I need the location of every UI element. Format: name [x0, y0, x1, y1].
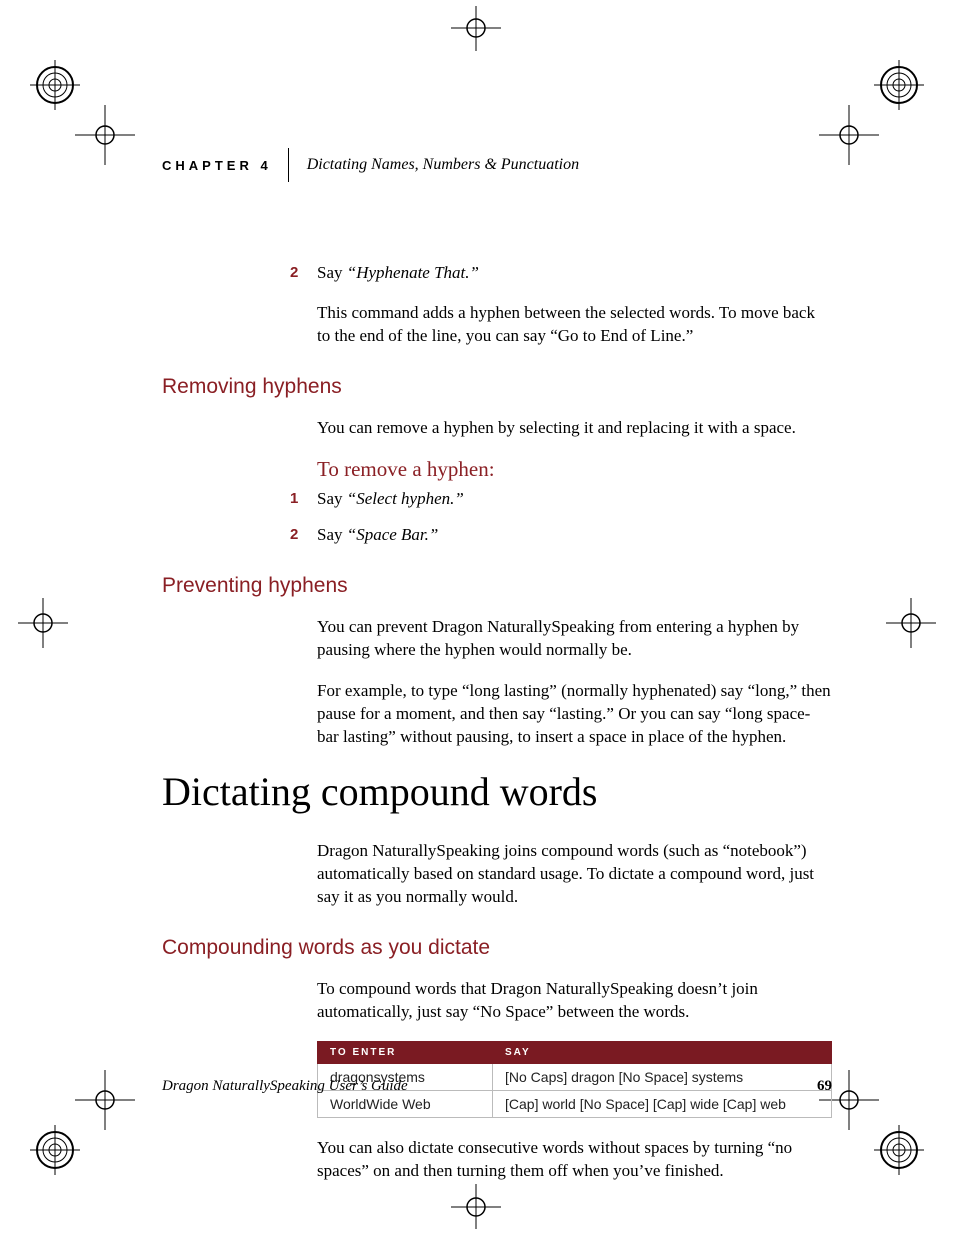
paragraph: To compound words that Dragon NaturallyS…: [317, 977, 832, 1023]
list-item: 2 Say “Hyphenate That.”: [290, 262, 832, 284]
table-header: TO ENTER: [318, 1042, 493, 1064]
step-text: Say “Space Bar.”: [317, 524, 832, 546]
paragraph: Dragon NaturallySpeaking joins compound …: [317, 839, 832, 908]
main-heading-compound: Dictating compound words: [162, 768, 832, 815]
crop-mark-tr: [814, 50, 934, 170]
crop-mark-tl: [20, 50, 140, 170]
section-heading-removing: Removing hyphens: [162, 375, 832, 399]
crop-mark-bl: [20, 1065, 140, 1185]
crop-mark-br: [814, 1065, 934, 1185]
footer-title: Dragon NaturallySpeaking User’s Guide: [162, 1078, 408, 1095]
page-footer: Dragon NaturallySpeaking User’s Guide 69: [162, 1078, 832, 1095]
subheading-remove-hyphen: To remove a hyphen:: [317, 457, 832, 482]
page-body: CHAPTER 4 Dictating Names, Numbers & Pun…: [162, 148, 832, 1200]
step-number: 2: [290, 262, 317, 284]
section-heading-compounding: Compounding words as you dictate: [162, 936, 832, 960]
running-header: CHAPTER 4 Dictating Names, Numbers & Pun…: [162, 148, 832, 182]
paragraph: This command adds a hyphen between the s…: [317, 301, 832, 347]
paragraph: You can remove a hyphen by selecting it …: [317, 416, 832, 439]
page-number: 69: [817, 1078, 832, 1095]
crop-mark-tc: [446, 6, 506, 66]
step-number: 1: [290, 488, 317, 510]
paragraph: You can prevent Dragon NaturallySpeaking…: [317, 615, 832, 661]
list-item: 1 Say “Select hyphen.”: [290, 488, 832, 510]
paragraph: You can also dictate consecutive words w…: [317, 1136, 832, 1182]
step-text: Say “Select hyphen.”: [317, 488, 832, 510]
crop-mark-ml: [18, 598, 78, 658]
crop-mark-mr: [876, 598, 936, 658]
chapter-subtitle: Dictating Names, Numbers & Punctuation: [307, 156, 579, 174]
step-text: Say “Hyphenate That.”: [317, 262, 832, 284]
chapter-label: CHAPTER 4: [162, 158, 272, 173]
section-heading-preventing: Preventing hyphens: [162, 574, 832, 598]
list-item: 2 Say “Space Bar.”: [290, 524, 832, 546]
paragraph: For example, to type “long lasting” (nor…: [317, 679, 832, 748]
table-header: SAY: [493, 1042, 832, 1064]
step-number: 2: [290, 524, 317, 546]
table-header-row: TO ENTER SAY: [318, 1042, 832, 1064]
header-divider: [288, 148, 289, 182]
